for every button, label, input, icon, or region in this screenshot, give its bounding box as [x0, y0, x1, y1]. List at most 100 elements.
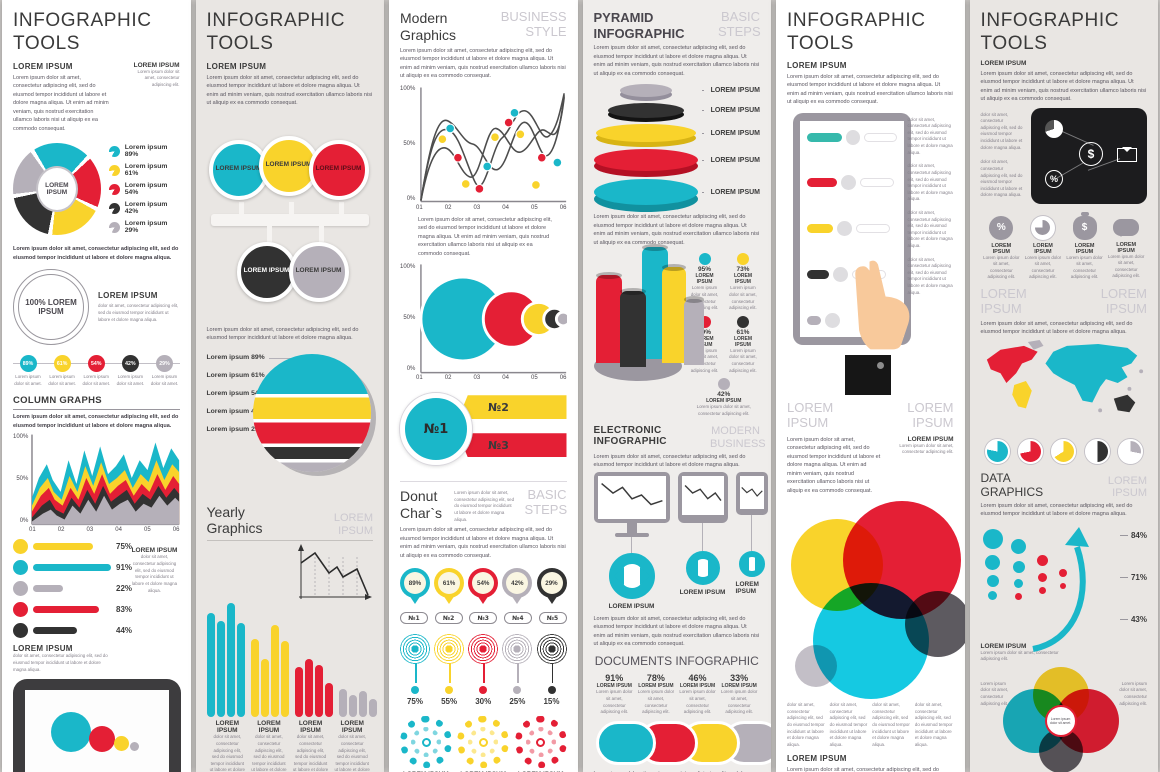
timeline-item: 29% Lorem ipsum dolor sit amet. — [150, 355, 180, 387]
dot-icon — [13, 623, 28, 639]
paragraph: Lorem ipsum dolor sit amet, consectetur … — [206, 326, 359, 342]
node-circle-red: LOREM IPSUM — [308, 139, 369, 200]
trend-arrow — [1031, 526, 1089, 652]
blend-cyan — [813, 583, 929, 700]
legend-item: Lorem ipsum 89% — [108, 144, 180, 158]
striped-circle — [253, 353, 371, 472]
pie-chart-icon — [1030, 215, 1055, 240]
dot-icon — [13, 581, 28, 597]
progress-bar — [33, 543, 93, 551]
yearly-title: Yearly Graphics — [206, 503, 263, 537]
progress-bar — [33, 564, 111, 572]
bubble-red — [89, 726, 115, 753]
paragraph: Lorem ipsum dolor sit amet, consectetur … — [980, 502, 1133, 518]
ghost-heading: BASIC STEPS — [524, 487, 568, 518]
donut-chars-title: Donut Char`s — [400, 488, 443, 522]
stem — [238, 201, 244, 216]
money-bag-icon: $ — [1072, 215, 1097, 240]
legend-item: Lorem ipsum 42% — [108, 201, 180, 215]
paragraph: Lorem ipsum dolor sit amet, consectetur … — [593, 453, 746, 469]
progress-row: 75% — [13, 539, 180, 555]
lollipop-gray: 25% — [502, 634, 533, 706]
timeline-dot: 42% — [121, 355, 139, 373]
node-circle-gray: LOREM IPSUM — [288, 241, 349, 302]
progress-bar — [33, 585, 63, 593]
list-circle — [837, 221, 852, 237]
monitor-device: LOREM IPSUM — [593, 471, 670, 610]
timeline-dot: 61% — [53, 355, 71, 373]
percent-circle-icon: % — [989, 215, 1014, 240]
dot-matrix-chart: 84% 71% 43% LOREM IPSUM Lorem ipsum dolo… — [980, 525, 1147, 663]
ghost-heading: BASIC STEPS — [718, 9, 761, 39]
footer-paragraph: Lorem ipsum dolor sit amet, consectetur … — [594, 770, 761, 772]
list-circle — [833, 266, 848, 282]
map-pins: 89% 61% 54% 42% 29% — [400, 568, 567, 610]
paragraph: Lorem ipsum dolor sit amet, consectetur … — [980, 320, 1133, 336]
timeline-item: 89% Lorem ipsum dolor sit amet. — [13, 355, 43, 387]
ghost-heading-left: LOREM IPSUM — [787, 399, 834, 430]
intro-paragraph: Lorem ipsum dolor sit amet, consectetur … — [980, 70, 1147, 103]
legend-dot-gray-icon — [108, 221, 120, 233]
bubble-chart-svg — [419, 264, 567, 374]
pill-cyan — [595, 720, 656, 765]
pin-red: 54% — [468, 568, 499, 599]
pie-row — [981, 439, 1148, 464]
pin-gray: 42% — [502, 568, 533, 599]
lollipop-black: 15% — [536, 634, 567, 706]
side-text-column: dolor sit amet, consectetur adipiscing e… — [907, 116, 953, 295]
legend-dot-red-icon — [108, 183, 120, 195]
panel-3: Modern Graphics BUSINESS STYLE Lorem ips… — [389, 0, 578, 772]
number-badges: №1 №2 №3 №4 №5 — [400, 612, 567, 625]
section-heading: LOREM IPSUM — [980, 59, 1027, 67]
doc-stat: 33% LOREM IPSUM Lorem ipsum dolor sit amet… — [721, 673, 758, 715]
paragraph: Lorem ipsum dolor sit amet, consectetur … — [13, 246, 179, 261]
bubble-cyan — [51, 712, 91, 753]
page-title: INFOGRAPHIC TOOLS — [980, 10, 1120, 54]
tablet-device: LOREM IPSUM — [677, 471, 728, 596]
legend-dot-black-icon — [108, 202, 120, 214]
page-title: INFOGRAPHIC TOOLS — [206, 10, 346, 54]
ghost-heading-right: LOREM IPSUM — [907, 399, 954, 430]
section-heading: LOREM IPSUM — [13, 61, 73, 71]
area-chart-svg — [31, 435, 180, 526]
stat-icon-item: LOREM IPSUM Lorem ipsum dolor sit amet, c… — [1105, 216, 1147, 281]
venn-right-text: Lorem ipsum dolor sit amet, consectetur … — [1119, 680, 1147, 706]
divider — [206, 540, 373, 542]
flower-cyan: LOREM IPSUM dolor sit amet, consectetur … — [400, 716, 452, 772]
dot-icon — [13, 602, 28, 618]
legend-item: Lorem ipsum 54% — [108, 182, 180, 196]
smartphone-diagram: dolor sit amet, consectetur adipiscing e… — [981, 107, 1147, 208]
text-columns: dolor sit amet, consectetur adipiscing e… — [787, 702, 953, 747]
divider — [13, 409, 180, 411]
bubble-chart: 100% 50% 0% — [400, 264, 567, 374]
legend-dot-cyan-icon — [108, 145, 120, 157]
section-heading: LOREM IPSUM — [787, 60, 847, 70]
tablet-diagram: dolor sit amet, consectetur adipiscing e… — [787, 111, 954, 349]
world-map — [986, 340, 1143, 413]
pie-black-icon — [1084, 439, 1110, 464]
timeline-item: 42% Lorem ipsum dolor sit amet. — [115, 355, 145, 387]
pyramid-level: LOREM IPSUM — [593, 149, 760, 172]
cylinder-red — [595, 272, 622, 364]
list-circle — [825, 312, 840, 328]
panel-2: INFOGRAPHIC TOOLS LOREM IPSUM Lorem ipsu… — [195, 0, 384, 772]
legend-dot-yellow-icon — [108, 164, 120, 176]
stem — [338, 201, 344, 216]
legend-item: 42% LOREM IPSUM Lorem ipsum dolor sit amet… — [688, 378, 761, 417]
timeline-item: 61% Lorem ipsum dolor sit amet. — [47, 355, 77, 387]
cylinder-legend: 95% LOREM IPSUM Lorem ipsum dolor sit amet… — [682, 253, 761, 421]
page-title: Modern Graphics — [400, 10, 457, 43]
donut-chars-text: Lorem ipsum dolor sit amet, consectetur … — [454, 490, 515, 522]
pointing-hand-icon — [855, 260, 910, 349]
paragraph: Lorem ipsum dolor sit amet, consectetur … — [418, 216, 552, 257]
tablet-chart — [684, 484, 722, 501]
pyramid-level: LOREM IPSUM — [594, 84, 760, 98]
eye-ring-large — [608, 552, 655, 599]
paragraph: Lorem ipsum dolor sit amet, consectetur … — [787, 436, 881, 494]
lollipop-red: 30% — [468, 634, 499, 706]
column-graphs-title: COLUMN GRAPHS — [13, 395, 102, 407]
dots-heading: LOREM IPSUM — [980, 642, 1027, 650]
divider — [400, 481, 567, 483]
panel-4: PYRAMID INFOGRAPHIC BASIC STEPS Lorem ip… — [582, 0, 771, 772]
